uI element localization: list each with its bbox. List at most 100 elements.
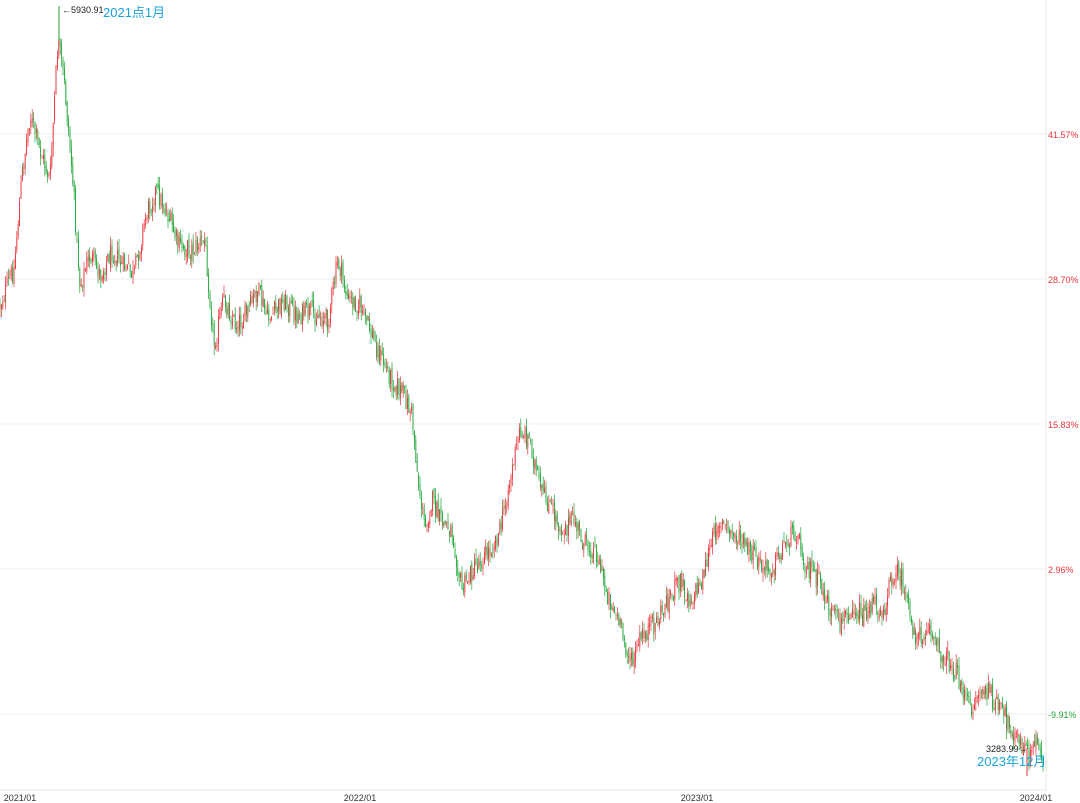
candle-body xyxy=(699,581,701,586)
candle-body xyxy=(850,614,852,618)
candle-body xyxy=(513,464,515,466)
candle-body xyxy=(343,279,345,290)
candle-body xyxy=(166,210,168,212)
candle-body xyxy=(943,655,945,664)
candle-body xyxy=(839,613,841,633)
candle-body xyxy=(464,575,466,593)
candle-body xyxy=(485,546,487,554)
candle-body xyxy=(422,507,424,509)
candle-body xyxy=(766,559,768,570)
candle-body xyxy=(345,290,347,295)
candle-body xyxy=(828,596,830,615)
candle-body xyxy=(798,533,800,539)
candle-body xyxy=(773,570,775,575)
candle-body xyxy=(913,628,915,635)
candle-body xyxy=(331,288,333,305)
candle-body xyxy=(787,546,789,547)
candle-body xyxy=(653,617,655,635)
candle-body xyxy=(254,292,256,294)
candle-body xyxy=(350,297,352,299)
candle-body xyxy=(754,546,756,549)
candle-body xyxy=(392,388,394,391)
candle-body xyxy=(824,589,826,602)
candle-body xyxy=(528,433,530,438)
candle-body xyxy=(290,301,292,303)
x-tick-label: 2022/01 xyxy=(344,793,377,803)
candle-body xyxy=(471,564,473,583)
candle-body xyxy=(1001,702,1003,709)
candle-body xyxy=(1021,739,1023,754)
candle-body xyxy=(161,194,163,209)
candle-body xyxy=(919,627,921,635)
candle-body xyxy=(1013,733,1015,742)
candle-body xyxy=(233,314,235,316)
candle-body xyxy=(944,665,946,667)
candle-body xyxy=(129,264,131,272)
candle-body xyxy=(125,270,127,272)
candle-body xyxy=(13,266,15,285)
candle-body xyxy=(474,559,476,577)
candle-body xyxy=(567,517,569,537)
candle-body xyxy=(509,484,511,489)
candle-body xyxy=(58,39,60,57)
candle-body xyxy=(188,238,190,256)
candle-body xyxy=(887,595,889,607)
candle-body xyxy=(579,520,581,531)
candle-body xyxy=(203,240,205,245)
candle-body xyxy=(997,696,999,711)
candle-body xyxy=(628,656,630,658)
candle-body xyxy=(73,183,75,192)
candle-body xyxy=(803,558,805,566)
candle-body xyxy=(443,521,445,527)
candle-body xyxy=(219,313,221,319)
candle-body xyxy=(59,41,61,46)
candle-body xyxy=(790,526,792,546)
candle-body xyxy=(349,295,351,299)
candle-body xyxy=(378,345,380,362)
candle-body xyxy=(999,701,1001,711)
candle-body xyxy=(255,290,257,303)
candle-body xyxy=(107,254,109,261)
candle-body xyxy=(735,536,737,543)
candle-body xyxy=(756,558,758,570)
candle-body xyxy=(177,233,179,247)
candle-body xyxy=(153,203,155,206)
candle-body xyxy=(572,513,574,515)
candle-body xyxy=(892,581,894,585)
candle-body xyxy=(146,218,148,220)
candle-body xyxy=(444,520,446,524)
candle-body xyxy=(656,617,658,623)
candle-body xyxy=(573,510,575,524)
candle-body xyxy=(159,185,161,207)
candle-body xyxy=(625,643,627,656)
candle-body xyxy=(90,259,92,263)
candle-body xyxy=(138,254,140,261)
candle-body xyxy=(366,315,368,321)
candle-body xyxy=(322,320,324,327)
candle-body xyxy=(992,683,994,709)
candle-body xyxy=(682,578,684,587)
candle-body xyxy=(576,522,578,532)
candle-body xyxy=(310,302,312,308)
candle-body xyxy=(72,164,74,185)
candle-body xyxy=(334,281,336,284)
candle-body xyxy=(1007,714,1009,730)
candle-body xyxy=(240,315,242,327)
candle-body xyxy=(300,315,302,324)
candle-body xyxy=(888,580,890,596)
candle-body xyxy=(700,583,702,589)
candle-body xyxy=(252,294,254,304)
candle-body xyxy=(853,610,855,614)
candle-body xyxy=(713,526,715,534)
candle-body xyxy=(762,567,764,574)
candle-body xyxy=(133,266,135,268)
candle-body xyxy=(376,342,378,357)
candle-body xyxy=(671,593,673,595)
candle-body xyxy=(272,313,274,315)
candle-body xyxy=(117,250,119,264)
candle-body xyxy=(17,223,19,236)
candle-body xyxy=(439,509,441,522)
candle-body xyxy=(202,240,204,242)
candle-body xyxy=(901,570,903,587)
candle-body xyxy=(483,552,485,565)
